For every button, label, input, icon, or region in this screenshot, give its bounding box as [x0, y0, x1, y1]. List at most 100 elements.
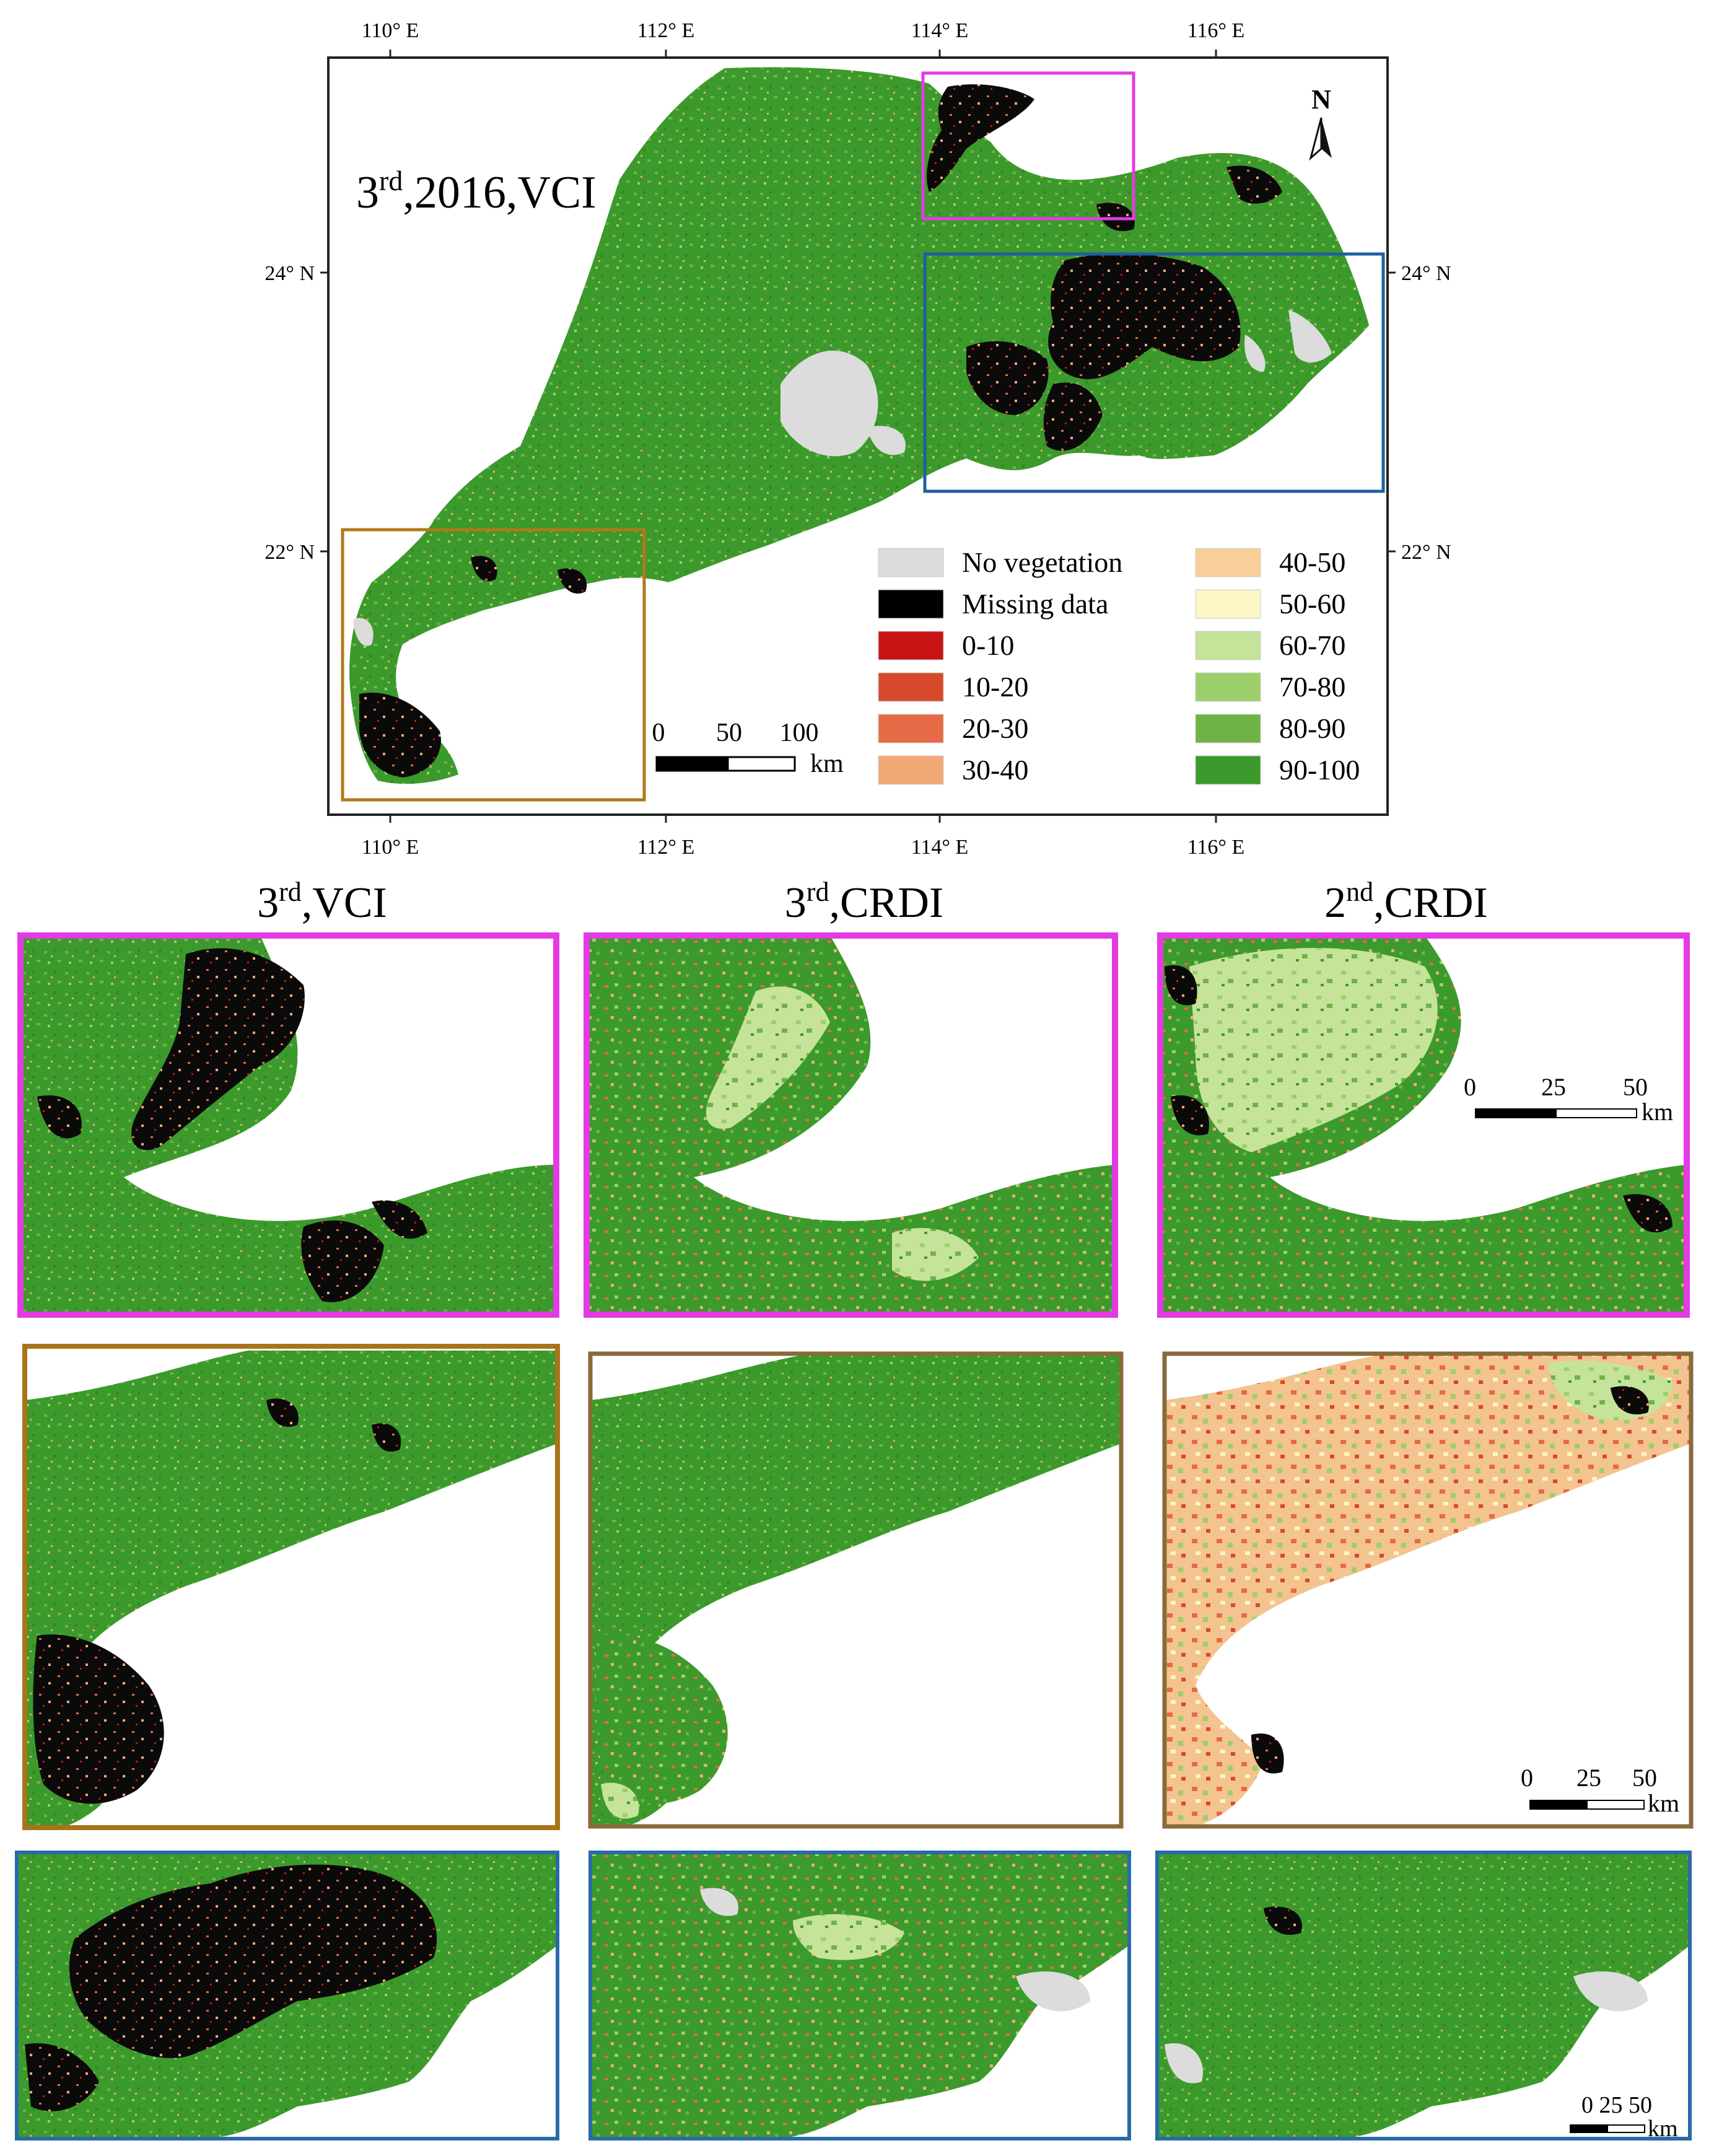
main-map: 3rd,2016,VCI N 0 50 100 km 110° E	[265, 19, 1451, 859]
no-vegetation-area	[1288, 310, 1332, 362]
column-title-3rd-crdi: 3rd,CRDI	[785, 877, 943, 927]
scale-label: 50	[1623, 1073, 1648, 1101]
legend-label: Missing data	[962, 588, 1108, 620]
panel-frame-blue	[588, 1851, 1131, 2141]
legend-swatch	[1195, 755, 1261, 785]
legend-label: 10-20	[962, 671, 1028, 703]
panel-scale-bar-blue: 0 25 50 km	[1570, 2092, 1678, 2142]
legend-label: No vegetation	[962, 546, 1122, 578]
scale-label: 0 25 50	[1581, 2092, 1652, 2118]
missing-data-area	[471, 556, 497, 582]
main-map-title: 3rd,2016,VCI	[356, 165, 597, 218]
highlight-box-brown	[341, 528, 646, 802]
legend-swatch	[1195, 714, 1261, 743]
scale-label: 50	[716, 719, 742, 747]
missing-data-area	[1043, 382, 1103, 451]
legend-label: 70-80	[1279, 671, 1345, 703]
bottom-tick-label: 112° E	[637, 836, 695, 859]
legend-swatch	[878, 589, 944, 619]
legend-label: 60-70	[1279, 629, 1345, 661]
bottom-tick-label: 114° E	[911, 836, 969, 859]
bottom-tick-label: 110° E	[362, 836, 419, 859]
scale-unit: km	[810, 750, 844, 778]
legend-label: 20-30	[962, 712, 1028, 744]
scale-label: 100	[780, 719, 819, 747]
missing-data-area	[1096, 203, 1135, 232]
no-vegetation-area	[867, 426, 906, 455]
scale-label: 0	[652, 719, 665, 747]
bottom-tick-label: 116° E	[1187, 836, 1245, 859]
legend-label: 50-60	[1279, 588, 1345, 620]
top-tick-label: 110° E	[362, 19, 419, 42]
missing-data-area	[927, 84, 1034, 192]
legend-label: 80-90	[1279, 712, 1345, 744]
missing-data-area	[1048, 253, 1241, 379]
right-tick-label: 22° N	[1401, 541, 1451, 564]
legend-swatch	[1195, 631, 1261, 660]
top-tick-label: 116° E	[1187, 19, 1245, 42]
legend-swatch	[878, 714, 944, 743]
panel-frame-brown	[22, 1344, 560, 1830]
panel-blue-3rd-vci	[15, 1851, 559, 2141]
panel-frame-brown	[588, 1351, 1124, 1829]
top-tick-label: 112° E	[637, 19, 695, 42]
scale-label: 0	[1464, 1073, 1476, 1101]
panel-frame-blue	[1155, 1851, 1692, 2141]
legend-label: 90-100	[1279, 754, 1360, 786]
legend-swatch	[878, 755, 944, 785]
map-graticule-ticks	[320, 50, 1396, 823]
legend-label: 30-40	[962, 754, 1028, 786]
panel-blue-2nd-crdi: 0 25 50 km	[1155, 1851, 1692, 2142]
column-title-3rd-vci: 3rd,VCI	[257, 877, 387, 927]
scale-label: 25	[1541, 1073, 1566, 1101]
column-title-2nd-crdi: 2nd,CRDI	[1324, 877, 1488, 927]
missing-data-area	[359, 693, 441, 778]
highlight-box-blue	[923, 252, 1385, 493]
missing-data-area	[1226, 165, 1282, 204]
no-vegetation-area	[1244, 335, 1266, 372]
no-vegetation-area	[353, 618, 374, 646]
north-arrow-icon	[1321, 118, 1332, 158]
north-label: N	[1311, 84, 1331, 115]
panel-brown-2nd-crdi: 0 25 50 km	[1162, 1351, 1694, 1829]
legend-swatch	[878, 548, 944, 577]
north-arrow: N	[1309, 84, 1332, 161]
legend-label: 0-10	[962, 629, 1014, 661]
panel-blue-3rd-crdi	[588, 1851, 1131, 2141]
right-tick-label: 24° N	[1401, 262, 1451, 285]
legend-swatch	[878, 672, 944, 702]
left-tick-label: 22° N	[265, 541, 315, 564]
legend-label: 40-50	[1279, 546, 1345, 578]
panel-scale-bar-brown: 0 25 50 km	[1521, 1764, 1679, 1817]
panel-magenta-3rd-crdi	[584, 932, 1118, 1318]
top-tick-label: 114° E	[911, 19, 969, 42]
panel-frame-magenta	[1157, 932, 1690, 1318]
scale-unit: km	[1648, 2116, 1678, 2142]
scale-unit: km	[1648, 1789, 1679, 1817]
panel-scale-bar-magenta: 0 25 50 km	[1464, 1073, 1673, 1126]
scale-label: 0	[1521, 1764, 1533, 1792]
panel-brown-3rd-crdi	[588, 1351, 1124, 1829]
legend-swatch	[878, 631, 944, 660]
legend-swatch	[1195, 548, 1261, 577]
panel-frame-blue	[15, 1851, 559, 2141]
panel-frame-brown	[1162, 1351, 1694, 1829]
panel-frame-magenta	[584, 932, 1118, 1318]
panel-magenta-3rd-vci	[17, 932, 559, 1318]
panel-brown-3rd-vci	[22, 1344, 560, 1830]
main-scale-bar: 0 50 100 km	[652, 719, 844, 778]
missing-data-area	[557, 568, 587, 594]
scale-unit: km	[1642, 1098, 1673, 1126]
scale-label: 50	[1632, 1764, 1657, 1792]
no-vegetation-area	[780, 351, 878, 457]
legend: No vegetation Missing data 0-10 10-20 20-30 3…	[878, 546, 1360, 786]
missing-data-area	[966, 341, 1049, 415]
scale-label: 25	[1576, 1764, 1601, 1792]
legend-swatch	[1195, 589, 1261, 619]
panel-frame-magenta	[17, 932, 559, 1318]
legend-swatch	[1195, 672, 1261, 702]
left-tick-label: 24° N	[265, 262, 315, 285]
panel-magenta-2nd-crdi: 0 25 50 km	[1157, 932, 1690, 1318]
